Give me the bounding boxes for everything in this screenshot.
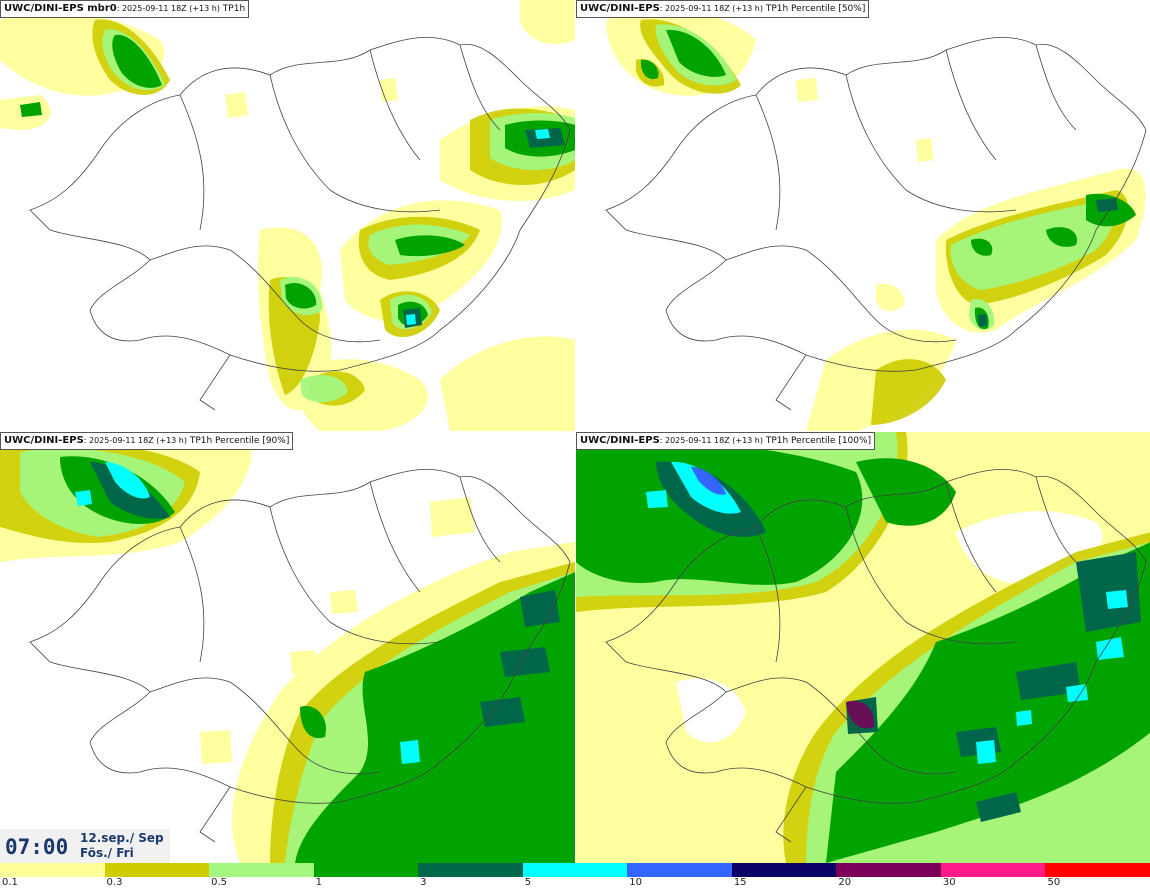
valid-date: 12.sep./ Sep Fös./ Fri xyxy=(80,831,164,861)
colorbar-segment xyxy=(0,863,105,877)
colorbar-tick-label: 50 xyxy=(1047,877,1061,888)
precip-map-p90 xyxy=(0,432,575,863)
precip-map-mbr0 xyxy=(0,0,575,431)
precip-map-p100 xyxy=(576,432,1150,863)
panel-title: UWC/DINI-EPS mbr0: 2025-09-11 18Z (+13 h… xyxy=(0,0,250,18)
map-panel-p50: UWC/DINI-EPS: 2025-09-11 18Z (+13 h) TP1… xyxy=(576,0,1150,432)
model-name: UWC/DINI-EPS xyxy=(4,435,84,446)
colorbar-ticks: 0.1 0.3 0.5 1 3 5 10 15 20 30 50 xyxy=(0,877,1150,891)
member-name: mbr0 xyxy=(83,3,117,14)
model-name: UWC/DINI-EPS xyxy=(580,3,660,14)
run-time: : 2025-09-11 18Z (+13 h) xyxy=(116,4,220,13)
panel-title: UWC/DINI-EPS: 2025-09-11 18Z (+13 h) TP1… xyxy=(0,432,294,450)
valid-time-box: 07:00 12.sep./ Sep Fös./ Fri xyxy=(0,829,170,863)
field-name: TP1h Percentile [100%] xyxy=(762,436,872,446)
colorbar-tick-label: 1 xyxy=(315,877,322,888)
colorbar-segment xyxy=(209,863,315,877)
valid-hour: 07:00 xyxy=(5,835,69,859)
colorbar-tick-label: 0.3 xyxy=(106,877,123,888)
model-name: UWC/DINI-EPS xyxy=(4,3,84,14)
colorbar-segment xyxy=(940,863,1046,877)
run-time: : 2025-09-11 18Z (+13 h) xyxy=(659,4,763,13)
map-panel-mbr0: UWC/DINI-EPS mbr0: 2025-09-11 18Z (+13 h… xyxy=(0,0,576,432)
colorbar-segment xyxy=(1045,863,1150,877)
valid-date-line1: 12.sep./ Sep xyxy=(80,831,164,845)
colorbar-segment xyxy=(522,863,628,877)
run-time: : 2025-09-11 18Z (+13 h) xyxy=(83,436,187,445)
panel-title: UWC/DINI-EPS: 2025-09-11 18Z (+13 h) TP1… xyxy=(576,0,870,18)
run-time: : 2025-09-11 18Z (+13 h) xyxy=(659,436,763,445)
colorbar-segment xyxy=(731,863,837,877)
colorbar-tick-label: 15 xyxy=(733,877,747,888)
colorbar-segment xyxy=(418,863,524,877)
colorbar-tick-label: 3 xyxy=(420,877,427,888)
panel-title: UWC/DINI-EPS: 2025-09-11 18Z (+13 h) TP1… xyxy=(576,432,876,450)
colorbar-tick-label: 30 xyxy=(942,877,956,888)
colorbar-segment xyxy=(104,863,210,877)
model-name: UWC/DINI-EPS xyxy=(580,435,660,446)
colorbar-segment xyxy=(627,863,733,877)
precip-colorbar xyxy=(0,863,1150,877)
colorbar-tick-label: 0.1 xyxy=(2,877,18,888)
colorbar-segment xyxy=(313,863,419,877)
field-name: TP1h xyxy=(219,4,246,14)
map-panel-p90: UWC/DINI-EPS: 2025-09-11 18Z (+13 h) TP1… xyxy=(0,432,576,864)
colorbar-tick-label: 10 xyxy=(629,877,642,888)
valid-date-line2: Fös./ Fri xyxy=(80,846,134,860)
map-panel-p100: UWC/DINI-EPS: 2025-09-11 18Z (+13 h) TP1… xyxy=(576,432,1150,864)
colorbar-tick-label: 20 xyxy=(838,877,852,888)
precip-map-p50 xyxy=(605,9,1147,431)
colorbar-tick-label: 5 xyxy=(524,877,532,888)
field-name: TP1h Percentile [50%] xyxy=(762,4,866,14)
field-name: TP1h Percentile [90%] xyxy=(186,436,290,446)
colorbar-tick-label: 0.5 xyxy=(211,877,227,888)
colorbar-segment xyxy=(836,863,942,877)
